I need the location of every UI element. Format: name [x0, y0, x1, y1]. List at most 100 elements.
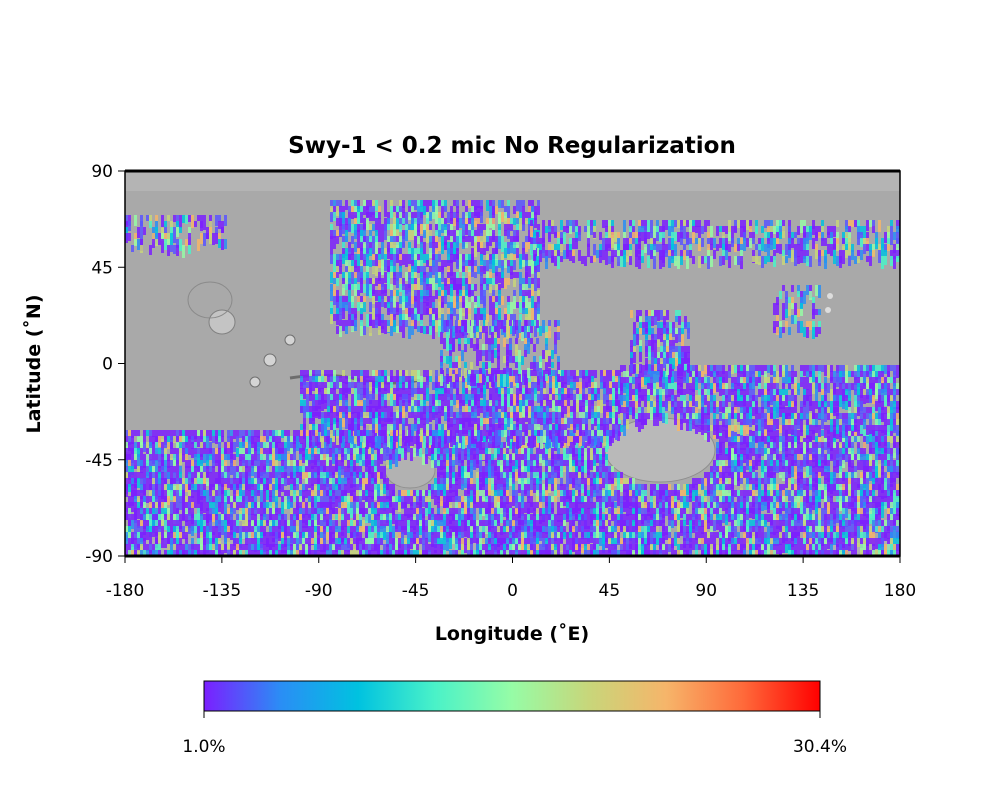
- abundance-pixel: [251, 442, 254, 452]
- abundance-pixel: [860, 532, 863, 538]
- abundance-pixel: [197, 550, 200, 556]
- abundance-pixel: [770, 496, 773, 504]
- abundance-pixel: [818, 526, 821, 536]
- abundance-pixel: [818, 502, 821, 510]
- abundance-pixel: [590, 532, 593, 543]
- abundance-pixel: [146, 478, 149, 484]
- abundance-pixel: [362, 526, 365, 532]
- abundance-pixel: [452, 466, 455, 477]
- abundance-pixel: [755, 448, 758, 455]
- abundance-pixel: [896, 508, 899, 516]
- abundance-pixel: [557, 472, 560, 478]
- abundance-pixel: [569, 532, 572, 538]
- abundance-pixel: [596, 544, 599, 555]
- abundance-pixel: [467, 520, 470, 530]
- abundance-pixel: [161, 526, 164, 532]
- abundance-pixel: [779, 472, 782, 478]
- abundance-pixel: [149, 532, 152, 544]
- abundance-pixel: [363, 370, 366, 380]
- abundance-pixel: [215, 430, 218, 441]
- abundance-pixel: [884, 496, 887, 506]
- abundance-pixel: [815, 490, 818, 499]
- abundance-pixel: [800, 490, 803, 497]
- abundance-pixel: [257, 550, 260, 556]
- abundance-pixel: [758, 460, 761, 466]
- abundance-pixel: [284, 472, 287, 478]
- abundance-pixel: [330, 382, 333, 388]
- abundance-pixel: [521, 520, 524, 530]
- abundance-pixel: [821, 454, 824, 463]
- abundance-pixel: [137, 442, 140, 450]
- abundance-pixel: [548, 436, 551, 446]
- abundance-pixel: [167, 490, 170, 498]
- abundance-pixel: [305, 538, 308, 545]
- abundance-pixel: [386, 502, 389, 509]
- abundance-pixel: [266, 442, 269, 450]
- abundance-pixel: [254, 472, 257, 479]
- abundance-pixel: [470, 502, 473, 510]
- abundance-pixel: [386, 550, 389, 556]
- abundance-pixel: [381, 424, 384, 430]
- abundance-pixel: [584, 442, 587, 452]
- abundance-pixel: [306, 394, 309, 400]
- abundance-pixel: [440, 532, 443, 540]
- abundance-pixel: [695, 490, 698, 500]
- abundance-pixel: [770, 532, 773, 539]
- abundance-pixel: [797, 460, 800, 468]
- abundance-pixel: [854, 532, 857, 544]
- abundance-pixel: [818, 490, 821, 500]
- abundance-pixel: [761, 544, 764, 550]
- abundance-pixel: [566, 550, 569, 556]
- abundance-pixel: [179, 550, 182, 556]
- abundance-pixel: [716, 490, 719, 498]
- abundance-pixel: [497, 514, 500, 523]
- abundance-pixel: [314, 448, 317, 456]
- abundance-pixel: [390, 388, 393, 396]
- abundance-pixel: [230, 466, 233, 475]
- abundance-pixel: [560, 502, 563, 508]
- abundance-pixel: [857, 514, 860, 522]
- abundance-pixel: [140, 448, 143, 454]
- abundance-pixel: [345, 382, 348, 393]
- abundance-pixel: [242, 484, 245, 492]
- abundance-pixel: [476, 544, 479, 552]
- abundance-pixel: [284, 454, 287, 461]
- abundance-pixel: [716, 460, 719, 471]
- abundance-pixel: [284, 538, 287, 547]
- abundance-pixel: [743, 508, 746, 515]
- abundance-pixel: [377, 502, 380, 512]
- abundance-pixel: [332, 526, 335, 534]
- abundance-pixel: [458, 466, 461, 477]
- abundance-pixel: [758, 538, 761, 547]
- abundance-pixel: [584, 520, 587, 529]
- abundance-pixel: [366, 418, 369, 424]
- abundance-pixel: [275, 502, 278, 512]
- abundance-pixel: [743, 514, 746, 523]
- abundance-pixel: [770, 502, 773, 510]
- abundance-pixel: [236, 502, 239, 510]
- abundance-pixel: [200, 490, 203, 500]
- abundance-pixel: [335, 550, 338, 556]
- abundance-pixel: [312, 412, 315, 421]
- abundance-pixel: [329, 460, 332, 466]
- abundance-pixel: [476, 472, 479, 478]
- abundance-pixel: [749, 472, 752, 480]
- abundance-pixel: [593, 544, 596, 554]
- abundance-pixel: [503, 442, 506, 453]
- abundance-pixel: [257, 520, 260, 528]
- abundance-pixel: [869, 472, 872, 481]
- abundance-pixel: [312, 430, 315, 436]
- abundance-pixel: [173, 472, 176, 483]
- abundance-pixel: [461, 484, 464, 490]
- abundance-pixel: [791, 436, 794, 444]
- abundance-pixel: [306, 430, 309, 436]
- abundance-pixel: [173, 478, 176, 486]
- abundance-pixel: [137, 532, 140, 543]
- abundance-pixel: [446, 526, 449, 533]
- abundance-pixel: [360, 382, 363, 389]
- abundance-pixel: [302, 472, 305, 479]
- abundance-pixel: [185, 514, 188, 522]
- abundance-pixel: [203, 526, 206, 537]
- abundance-pixel: [473, 532, 476, 543]
- abundance-pixel: [431, 490, 434, 499]
